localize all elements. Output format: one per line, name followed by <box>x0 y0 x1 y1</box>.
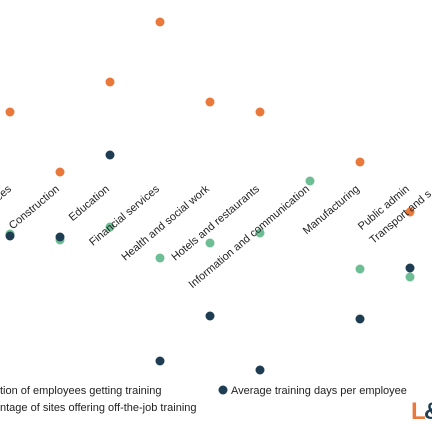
point-1-2 <box>55 167 65 177</box>
point-1-9 <box>405 207 415 217</box>
point-3-2 <box>55 232 65 242</box>
point-2-7 <box>305 176 315 186</box>
point-3-3 <box>105 150 115 160</box>
point-1-6 <box>255 107 265 117</box>
logo: L & <box>411 398 432 425</box>
logo-block <box>414 398 432 420</box>
category-label-5: Health and social work <box>119 183 212 264</box>
category-label-6: Hotels and restaurants <box>169 183 262 264</box>
legend-label-sites: ntage of sites offering off-the-job trai… <box>0 402 197 414</box>
point-2-5 <box>205 238 215 248</box>
legend-label-employees: tion of employees getting training <box>0 385 161 397</box>
logo-text: L <box>411 398 426 425</box>
point-3-9 <box>405 263 415 273</box>
point-3-8 <box>355 314 365 324</box>
category-label-1: ces <box>0 183 14 204</box>
logo-ampersand: & <box>424 398 432 425</box>
point-3-5 <box>205 311 215 321</box>
category-label-3: Education <box>67 183 112 224</box>
category-label-2: Construction <box>7 183 62 232</box>
legend-marker-navy <box>218 385 228 395</box>
point-1-8 <box>355 157 365 167</box>
point-1-5 <box>205 97 215 107</box>
point-3-4 <box>155 356 165 366</box>
point-2-3 <box>105 222 115 232</box>
point-1-3 <box>105 77 115 87</box>
legend: Average training days per employee tion … <box>0 385 407 414</box>
point-2-8 <box>355 264 365 274</box>
point-1-1 <box>5 107 15 117</box>
point-2-6 <box>255 228 265 238</box>
point-3-6 <box>255 365 265 375</box>
point-3-1 <box>5 231 15 241</box>
point-1-4 <box>155 17 165 27</box>
legend-label-days: Average training days per employee <box>231 385 407 397</box>
data-points <box>5 17 415 375</box>
point-2-4 <box>155 253 165 263</box>
point-2-9 <box>405 272 415 282</box>
